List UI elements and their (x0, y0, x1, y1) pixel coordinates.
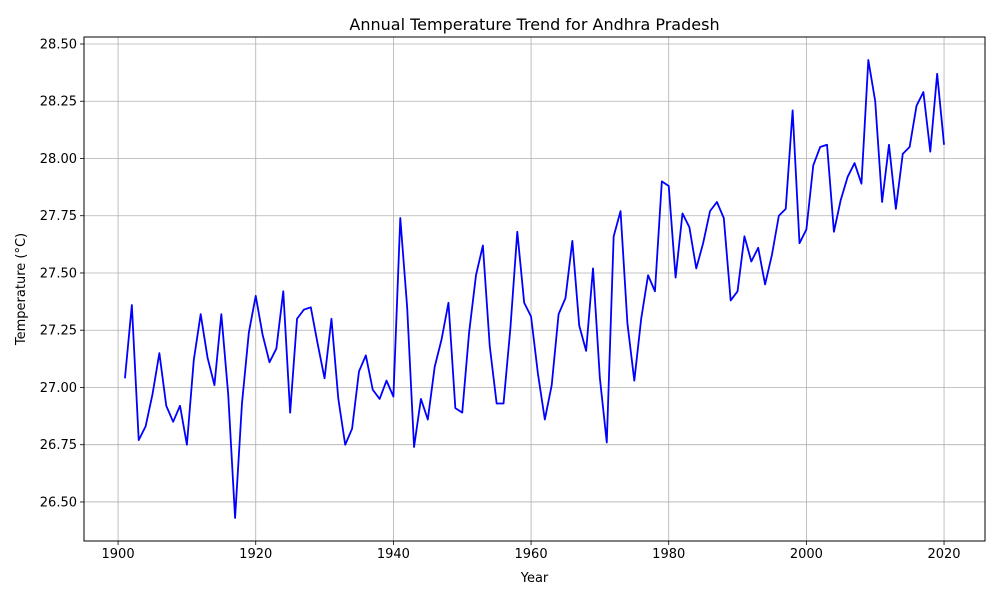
x-tick-label: 1900 (102, 547, 135, 562)
y-tick-label: 27.00 (40, 381, 77, 396)
ticks: 1900 1920 1940 1960 1980 2000 2020 26.50 26.75 27… (40, 37, 961, 562)
series-layer (124, 59, 945, 519)
y-axis-label: Temperature (°C) (14, 233, 29, 346)
y-tick-label: 28.25 (40, 95, 77, 110)
y-tick-label: 28.00 (40, 152, 77, 167)
x-tick-label: 2000 (790, 547, 823, 562)
temperature-line (124, 59, 945, 519)
y-tick-label: 27.50 (40, 266, 77, 281)
grid (84, 37, 985, 541)
y-tick-label: 26.50 (40, 495, 77, 510)
x-tick-label: 1960 (515, 547, 548, 562)
y-tick-label: 28.50 (40, 37, 77, 52)
y-tick-label: 27.75 (40, 209, 77, 224)
x-tick-label: 1920 (239, 547, 272, 562)
chart-title: Annual Temperature Trend for Andhra Prad… (349, 15, 719, 34)
x-tick-label: 1980 (652, 547, 685, 562)
y-tick-label: 26.75 (40, 438, 77, 453)
x-tick-label: 2020 (927, 547, 960, 562)
x-axis-label: Year (520, 571, 549, 586)
plot-area-frame (83, 36, 986, 542)
y-tick-label: 27.25 (40, 324, 77, 339)
x-tick-label: 1940 (377, 547, 410, 562)
